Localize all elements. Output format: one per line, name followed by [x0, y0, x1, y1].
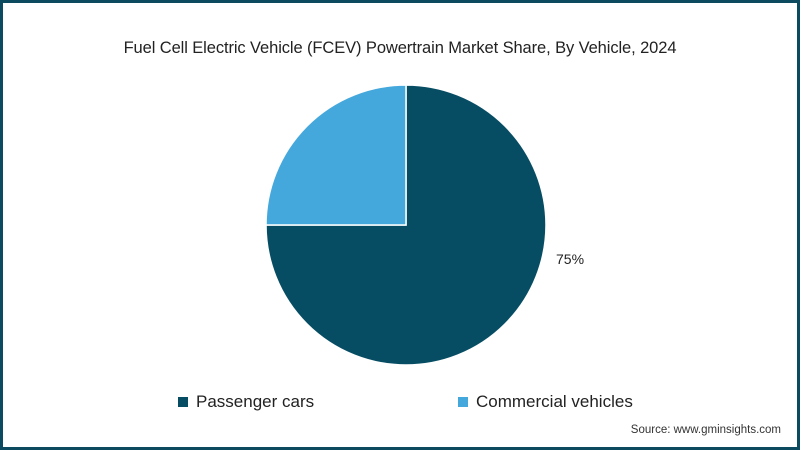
- chart-title: Fuel Cell Electric Vehicle (FCEV) Powert…: [123, 39, 677, 57]
- legend-swatch-commercial-icon: [458, 397, 468, 407]
- legend-item-commercial-vehicles[interactable]: Commercial vehicles: [458, 392, 633, 412]
- legend-item-passenger-cars[interactable]: Passenger cars: [178, 392, 314, 412]
- data-label-passenger-cars: 75%: [556, 251, 585, 267]
- source-note: Source: www.gminsights.com: [630, 424, 781, 436]
- legend: Passenger cars Commercial vehicles: [3, 392, 797, 416]
- legend-swatch-passenger-icon: [178, 397, 188, 407]
- legend-label: Passenger cars: [196, 392, 315, 411]
- pie-slice-passenger-cars[interactable]: [265, 84, 547, 366]
- pie-slice-commercial-vehicles[interactable]: [265, 84, 407, 226]
- legend-label: Commercial vehicles: [476, 392, 633, 411]
- pie-chart: [265, 84, 547, 366]
